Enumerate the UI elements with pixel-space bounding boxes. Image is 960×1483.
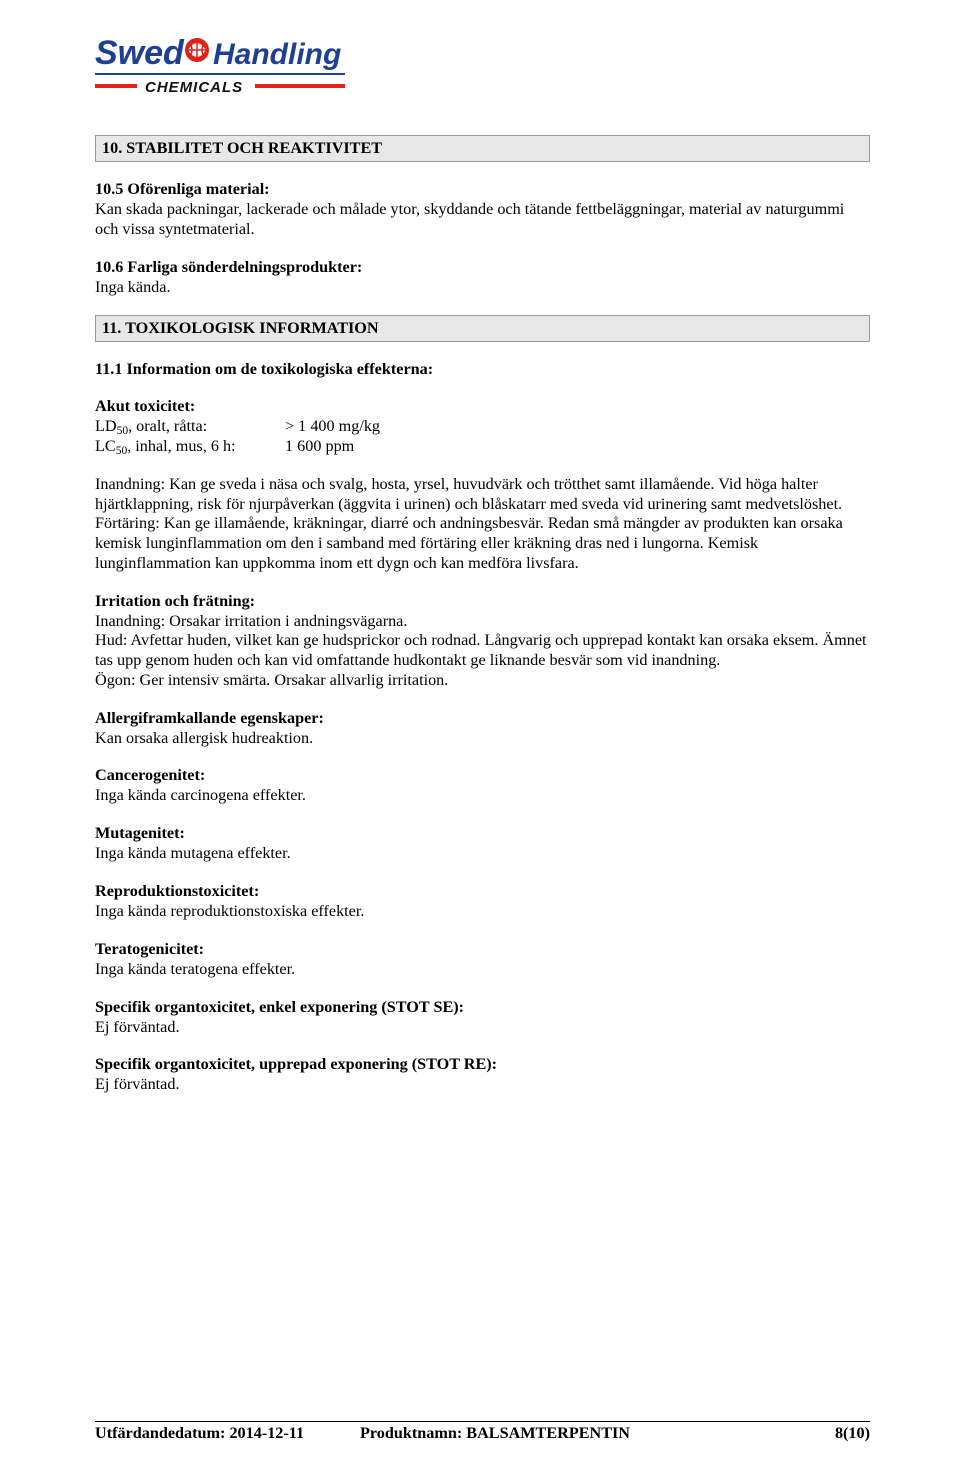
cancer-body: Inga kända carcinogena effekter. [95,786,870,806]
section-10-6-title: 10.6 Farliga sönderdelningsprodukter: [95,258,870,277]
footer-page-number: 8(10) [835,1424,870,1443]
acute-toxicity-title: Akut toxicitet: [95,397,870,416]
stot-se-body: Ej förväntad. [95,1018,870,1038]
footer-product-value: BALSAMTERPENTIN [466,1424,630,1442]
acute-toxicity-block: Akut toxicitet: LD50, oralt, råtta: > 1 … [95,397,870,457]
inhalation-text: Inandning: Kan ge sveda i näsa och svalg… [95,475,870,515]
ld50-subscript: 50 [117,425,129,437]
lc50-row: LC50, inhal, mus, 6 h: 1 600 ppm [95,437,870,457]
page-footer: Utfärdandedatum: 2014-12-11 Produktnamn:… [95,1421,870,1443]
section-10-6-body: Inga kända. [95,278,870,298]
allergy-title: Allergiframkallande egenskaper: [95,709,870,728]
company-logo: Swed Handling CHEMICALS [95,30,870,125]
exposure-routes-block: Inandning: Kan ge sveda i näsa och svalg… [95,475,870,574]
stot-re-title: Specifik organtoxicitet, upprepad expone… [95,1055,870,1074]
irritation-eyes: Ögon: Ger intensiv smärta. Orsakar allva… [95,671,870,691]
repro-title: Reproduktionstoxicitet: [95,882,870,901]
logo-svg: Swed Handling CHEMICALS [95,30,345,120]
section-10-5: 10.5 Oförenliga material: Kan skada pack… [95,180,870,240]
footer-date-value: 2014-12-11 [229,1424,304,1442]
svg-text:Handling: Handling [213,38,341,71]
terato-block: Teratogenicitet: Inga kända teratogena e… [95,940,870,980]
ld50-value: > 1 400 mg/kg [285,417,380,437]
irritation-inhalation: Inandning: Orsakar irritation i andnings… [95,612,870,632]
stot-re-block: Specifik organtoxicitet, upprepad expone… [95,1055,870,1095]
ld50-row: LD50, oralt, råtta: > 1 400 mg/kg [95,417,870,437]
footer-date-label: Utfärdandedatum [95,1424,220,1442]
svg-text:CHEMICALS: CHEMICALS [145,79,243,96]
cancer-block: Cancerogenitet: Inga kända carcinogena e… [95,766,870,806]
irritation-block: Irritation och frätning: Inandning: Orsa… [95,592,870,691]
terato-title: Teratogenicitet: [95,940,870,959]
ld50-label-a: LD [95,417,117,435]
muta-body: Inga kända mutagena effekter. [95,844,870,864]
terato-body: Inga kända teratogena effekter. [95,960,870,980]
section-11-1-title: 11.1 Information om de toxikologiska eff… [95,360,870,379]
repro-body: Inga kända reproduktionstoxiska effekter… [95,902,870,922]
section-10-5-body: Kan skada packningar, lackerade och måla… [95,200,870,240]
lc50-label-a: LC [95,437,116,455]
section-10-heading: 10. STABILITET OCH REAKTIVITET [95,135,870,162]
lc50-subscript: 50 [116,445,128,457]
stot-se-block: Specifik organtoxicitet, enkel exponerin… [95,998,870,1038]
allergy-block: Allergiframkallande egenskaper: Kan orsa… [95,709,870,749]
section-11-heading: 11. TOXIKOLOGISK INFORMATION [95,315,870,342]
footer-product-label: Produktnamn [360,1424,457,1442]
svg-text:Swed: Swed [95,34,185,72]
stot-se-title: Specifik organtoxicitet, enkel exponerin… [95,998,870,1017]
irritation-title: Irritation och frätning: [95,592,870,611]
cancer-title: Cancerogenitet: [95,766,870,785]
allergy-body: Kan orsaka allergisk hudreaktion. [95,729,870,749]
section-10-5-title: 10.5 Oförenliga material: [95,180,870,199]
ld50-label-b: , oralt, råtta: [128,417,207,435]
section-10-6: 10.6 Farliga sönderdelningsprodukter: In… [95,258,870,298]
ingestion-text: Förtäring: Kan ge illamående, kräkningar… [95,514,870,573]
lc50-value: 1 600 ppm [285,437,354,457]
stot-re-body: Ej förväntad. [95,1075,870,1095]
mutagenicity-block: Mutagenitet: Inga kända mutagena effekte… [95,824,870,864]
repro-block: Reproduktionstoxicitet: Inga kända repro… [95,882,870,922]
muta-title: Mutagenitet: [95,824,870,843]
irritation-skin: Hud: Avfettar huden, vilket kan ge hudsp… [95,631,870,671]
lc50-label-b: , inhal, mus, 6 h: [127,437,235,455]
